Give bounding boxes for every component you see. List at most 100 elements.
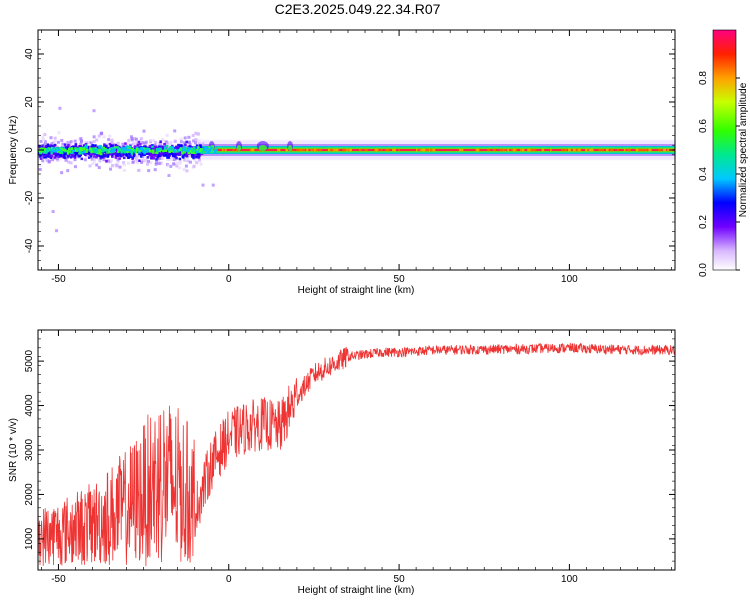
scatter-haze <box>127 161 131 165</box>
scatter-body <box>57 155 60 159</box>
scatter-core <box>189 149 193 153</box>
carrier-speckle <box>576 148 579 152</box>
scatter-core <box>120 148 123 152</box>
scatter-haze <box>183 158 187 162</box>
scatter-core <box>168 150 171 154</box>
scatter-body <box>93 155 96 158</box>
scatter-haze <box>157 162 161 166</box>
scatter-core <box>146 149 149 152</box>
carrier-blob-core <box>236 145 242 151</box>
scatter-haze <box>173 140 177 144</box>
scatter-body <box>95 155 98 159</box>
spectrogram-xtick-label: 100 <box>561 274 578 285</box>
snr-xlabel: Height of straight line (km) <box>298 585 415 596</box>
scatter-body <box>159 140 162 143</box>
scatter-core <box>70 147 74 150</box>
carrier-speckle <box>375 148 378 152</box>
scatter-body <box>154 145 158 149</box>
scatter-core <box>108 148 112 151</box>
scatter-core <box>123 151 127 154</box>
scatter-core <box>130 152 134 155</box>
scatter-body <box>177 147 180 151</box>
carrier-speckle <box>224 148 227 152</box>
carrier-speckle <box>598 148 602 152</box>
scatter-haze <box>135 159 139 163</box>
scatter-body <box>53 156 57 159</box>
scatter-body <box>46 155 49 158</box>
carrier-speckle <box>298 148 301 152</box>
scatter-haze <box>55 157 59 161</box>
scatter-core <box>108 150 111 154</box>
scatter-body <box>42 156 45 159</box>
scatter-body <box>80 157 84 161</box>
scatter-core <box>50 151 53 155</box>
scatter-core <box>214 148 218 151</box>
scatter-haze <box>90 157 94 161</box>
scatter-haze <box>131 160 135 164</box>
scatter-core <box>129 148 132 152</box>
scatter-core <box>155 148 159 152</box>
scatter-core <box>195 150 198 154</box>
carrier-speckle <box>662 148 666 152</box>
scatter-haze <box>109 159 113 163</box>
scatter-core <box>196 148 200 151</box>
scatter-body <box>185 153 188 156</box>
scatter-haze <box>92 157 96 161</box>
scatter-body <box>137 140 141 144</box>
scatter-body <box>138 152 141 156</box>
scatter-body <box>154 154 157 157</box>
carrier-speckle <box>427 148 431 152</box>
scatter-haze <box>178 166 182 170</box>
scatter-haze <box>137 168 141 172</box>
scatter-haze <box>105 157 109 161</box>
scatter-haze <box>135 161 139 165</box>
scatter-core <box>213 150 217 153</box>
scatter-haze <box>168 142 172 146</box>
scatter-body <box>63 143 67 146</box>
scatter-haze <box>73 165 77 169</box>
scatter-body <box>142 153 145 156</box>
scatter-body <box>177 143 180 147</box>
scatter-body <box>148 145 152 148</box>
scatter-haze <box>182 141 186 145</box>
carrier-speckle <box>343 148 346 152</box>
scatter-body <box>41 144 44 147</box>
carrier-speckle <box>252 148 255 152</box>
scatter-body <box>131 156 135 159</box>
scatter-core <box>69 151 73 154</box>
scatter-core <box>142 148 146 152</box>
carrier-speckle <box>221 148 224 152</box>
scatter-body <box>73 154 77 158</box>
scatter-haze <box>68 143 72 147</box>
carrier-speckle <box>487 148 491 152</box>
scatter-haze <box>69 140 73 144</box>
scatter-core <box>122 146 125 150</box>
carrier-speckle <box>601 148 605 152</box>
scatter-core <box>93 150 96 154</box>
scatter-haze <box>97 134 101 138</box>
scatter-core <box>152 151 155 154</box>
scatter-core <box>195 148 198 152</box>
scatter-body <box>64 152 67 155</box>
scatter-body <box>66 146 70 150</box>
scatter-haze <box>178 159 182 163</box>
scatter-body <box>131 152 135 155</box>
scatter-haze <box>122 163 126 167</box>
scatter-haze <box>67 141 71 145</box>
scatter-body <box>126 154 129 157</box>
scatter-core <box>179 148 182 151</box>
carrier-speckle <box>588 148 592 152</box>
scatter-body <box>148 153 152 157</box>
scatter-haze <box>194 141 198 145</box>
carrier-speckle <box>338 148 340 152</box>
scatter-core <box>112 149 115 153</box>
scatter-body <box>69 156 73 159</box>
scatter-core <box>128 145 132 149</box>
scatter-body <box>191 155 194 158</box>
scatter-haze <box>73 139 77 143</box>
scatter-haze <box>141 159 145 163</box>
scatter-body <box>118 157 121 160</box>
scatter-body <box>150 155 153 159</box>
scatter-body <box>111 153 114 157</box>
scatter-body <box>97 147 100 150</box>
